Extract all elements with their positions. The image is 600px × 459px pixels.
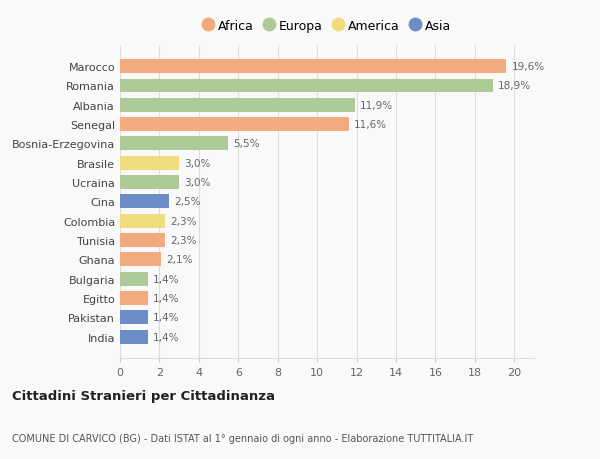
Text: 5,5%: 5,5% <box>233 139 260 149</box>
Bar <box>120 137 229 151</box>
Text: 19,6%: 19,6% <box>511 62 544 72</box>
Text: 18,9%: 18,9% <box>497 81 530 91</box>
Bar <box>120 157 179 170</box>
Text: 2,3%: 2,3% <box>170 216 197 226</box>
Bar <box>120 195 169 209</box>
Text: 2,1%: 2,1% <box>166 255 193 265</box>
Bar <box>120 214 166 228</box>
Text: 11,9%: 11,9% <box>359 101 392 111</box>
Bar <box>120 99 355 112</box>
Bar <box>120 79 493 93</box>
Text: 3,0%: 3,0% <box>184 158 211 168</box>
Text: 2,5%: 2,5% <box>174 197 201 207</box>
Bar <box>120 311 148 325</box>
Text: 11,6%: 11,6% <box>353 120 387 130</box>
Bar <box>120 234 166 247</box>
Text: 3,0%: 3,0% <box>184 178 211 188</box>
Text: 1,4%: 1,4% <box>152 332 179 342</box>
Bar <box>120 60 506 74</box>
Bar <box>120 330 148 344</box>
Text: 1,4%: 1,4% <box>152 293 179 303</box>
Text: 1,4%: 1,4% <box>152 274 179 284</box>
Text: 1,4%: 1,4% <box>152 313 179 323</box>
Bar <box>120 291 148 305</box>
Text: COMUNE DI CARVICO (BG) - Dati ISTAT al 1° gennaio di ogni anno - Elaborazione TU: COMUNE DI CARVICO (BG) - Dati ISTAT al 1… <box>12 433 473 442</box>
Bar <box>120 253 161 267</box>
Bar <box>120 176 179 190</box>
Text: Cittadini Stranieri per Cittadinanza: Cittadini Stranieri per Cittadinanza <box>12 389 275 403</box>
Text: 2,3%: 2,3% <box>170 235 197 246</box>
Legend: Africa, Europa, America, Asia: Africa, Europa, America, Asia <box>200 18 454 36</box>
Bar <box>120 118 349 132</box>
Bar <box>120 272 148 286</box>
